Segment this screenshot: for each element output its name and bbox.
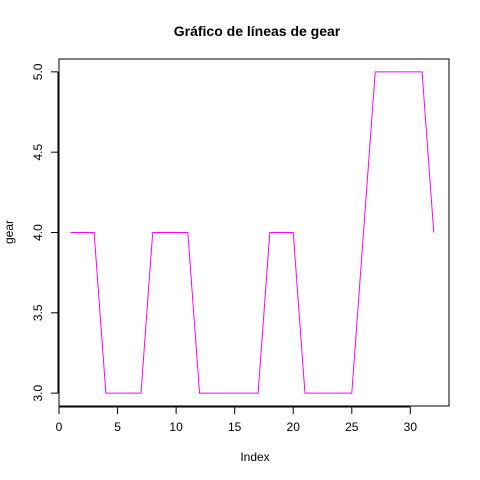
x-tick-label: 20: [287, 420, 301, 434]
x-axis-label: Index: [240, 450, 269, 464]
x-axis: 0 5 10 15 20 25 30: [56, 407, 418, 434]
chart-title: Gráfico de líneas de gear: [174, 23, 341, 39]
series-group: [71, 72, 434, 393]
x-tick-label: 5: [114, 420, 121, 434]
y-tick-label: 3.0: [31, 384, 45, 401]
y-axis: 3.0 3.5 4.0 4.5 5.0: [31, 63, 58, 401]
y-tick-label: 5.0: [31, 63, 45, 80]
x-tick-label: 10: [169, 420, 183, 434]
y-axis-label: gear: [2, 220, 16, 244]
x-tick-label: 25: [345, 420, 359, 434]
y-tick-label: 3.5: [31, 304, 45, 321]
plot-frame: [59, 59, 449, 406]
y-tick-label: 4.0: [31, 224, 45, 241]
y-tick-label: 4.5: [31, 144, 45, 161]
x-tick-label: 0: [56, 420, 63, 434]
series-line-gear: [71, 72, 434, 393]
x-tick-label: 30: [404, 420, 418, 434]
x-tick-label: 15: [228, 420, 242, 434]
